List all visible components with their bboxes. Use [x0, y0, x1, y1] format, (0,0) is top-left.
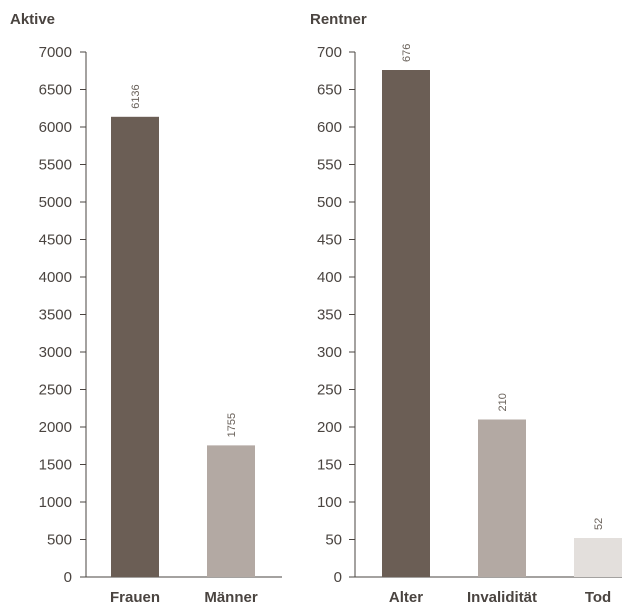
y-tick-label-aktive-5500: 5500	[39, 157, 72, 174]
y-tick-label-aktive-4500: 4500	[39, 232, 72, 249]
bar-rentner-alter	[382, 70, 430, 577]
x-labels-aktive: Frauen Männer	[110, 589, 258, 603]
y-tick-label-rentner-650: 650	[317, 82, 342, 99]
bar-rentner-tod	[574, 538, 622, 577]
y-tick-label-rentner-300: 300	[317, 344, 342, 361]
y-tick-label-rentner-400: 400	[317, 269, 342, 286]
data-label-aktive-frauen: 6136	[130, 84, 142, 108]
bars-rentner: 676 210 52	[382, 44, 622, 577]
y-tick-label-aktive-500: 500	[47, 532, 72, 549]
y-tick-label-rentner-500: 500	[317, 194, 342, 211]
x-labels-rentner: Alter Invalidität Tod	[389, 589, 611, 603]
x-tick-label-rentner-tod: Tod	[585, 589, 611, 603]
chart-title-aktive: Aktive	[10, 11, 55, 28]
data-label-rentner-tod: 52	[593, 518, 605, 530]
y-tick-label-aktive-7000: 7000	[39, 44, 72, 61]
y-tick-label-rentner-700: 700	[317, 44, 342, 61]
data-label-rentner-alter: 676	[401, 44, 413, 62]
y-tick-label-aktive-3000: 3000	[39, 344, 72, 361]
y-tick-label-aktive-3500: 3500	[39, 307, 72, 324]
y-tick-label-aktive-5000: 5000	[39, 194, 72, 211]
x-tick-label-aktive-frauen: Frauen	[110, 589, 160, 603]
bar-rentner-invalidit-t	[478, 419, 526, 577]
y-tick-label-aktive-1000: 1000	[39, 494, 72, 511]
y-tick-label-rentner-600: 600	[317, 119, 342, 136]
y-tick-label-aktive-2000: 2000	[39, 419, 72, 436]
y-tick-label-aktive-6000: 6000	[39, 119, 72, 136]
bar-aktive-m-nner	[207, 445, 255, 577]
y-tick-label-rentner-450: 450	[317, 232, 342, 249]
x-tick-label-rentner-invalidit-t: Invalidität	[467, 589, 537, 603]
chart-aktive: Aktive 0 500 1000 1500 2000 2500 3000 3500 4000 4…	[10, 11, 282, 603]
y-tick-label-rentner-100: 100	[317, 494, 342, 511]
chart-rentner: Rentner 0 50 100 150 200 250 300 350 400 450 500 55…	[310, 11, 622, 603]
y-tick-label-rentner-0: 0	[334, 569, 342, 586]
chart-title-rentner: Rentner	[310, 11, 367, 28]
bar-aktive-frauen	[111, 116, 159, 578]
y-tick-label-aktive-0: 0	[64, 569, 72, 586]
y-tick-label-rentner-200: 200	[317, 419, 342, 436]
data-label-aktive-m-nner: 1755	[226, 413, 238, 437]
y-tick-label-aktive-4000: 4000	[39, 269, 72, 286]
y-tick-label-aktive-2500: 2500	[39, 382, 72, 399]
y-tick-label-rentner-550: 550	[317, 157, 342, 174]
y-tick-label-aktive-6500: 6500	[39, 82, 72, 99]
y-ticks-rentner: 0 50 100 150 200 250 300 350 400 450 500 550 600 650 7…	[317, 44, 355, 586]
y-tick-label-aktive-1500: 1500	[39, 457, 72, 474]
y-tick-label-rentner-250: 250	[317, 382, 342, 399]
x-tick-label-rentner-alter: Alter	[389, 589, 423, 603]
x-tick-label-aktive-m-nner: Männer	[204, 589, 258, 603]
bars-aktive: 6136 1755	[111, 84, 255, 578]
data-label-rentner-invalidit-t: 210	[497, 393, 509, 411]
y-tick-label-rentner-150: 150	[317, 457, 342, 474]
y-tick-label-rentner-50: 50	[325, 532, 342, 549]
y-ticks-aktive: 0 500 1000 1500 2000 2500 3000 3500 4000 4500 5000…	[39, 44, 86, 586]
y-tick-label-rentner-350: 350	[317, 307, 342, 324]
